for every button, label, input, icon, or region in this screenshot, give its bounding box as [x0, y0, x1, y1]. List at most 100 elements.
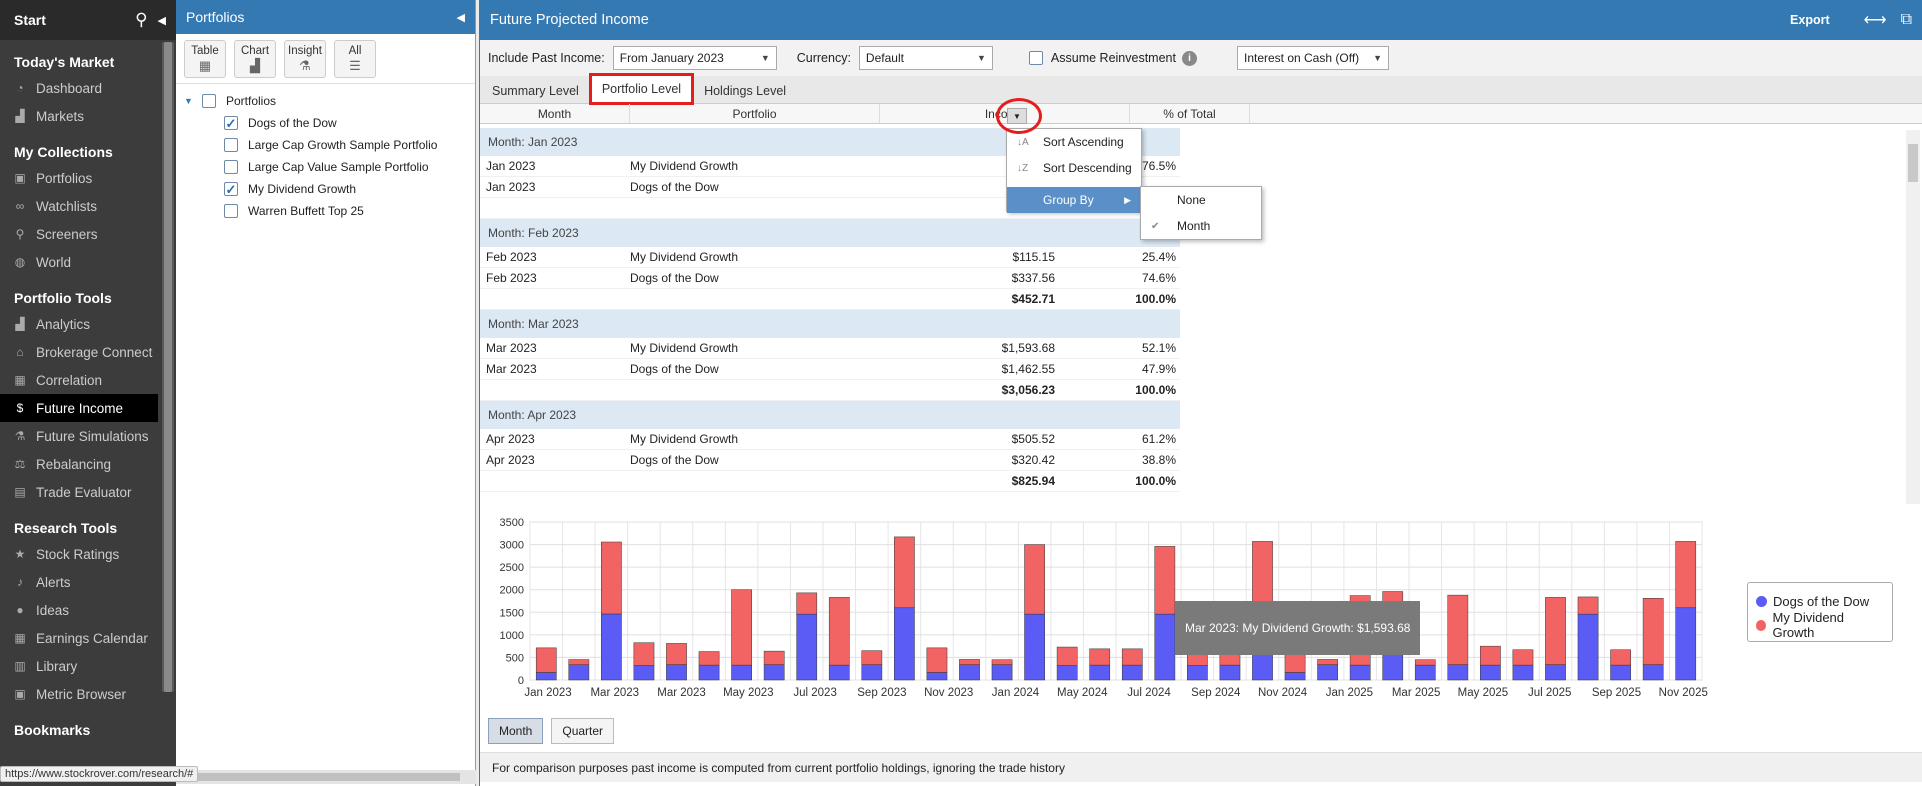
bar-my-dividend-growth[interactable] — [1089, 648, 1111, 666]
export-button[interactable]: Export — [1790, 13, 1830, 27]
group-header[interactable]: Month: Feb 2023 — [480, 219, 1180, 247]
nav-item-markets[interactable]: ▟ Markets — [0, 102, 158, 130]
portfolio-item[interactable]: Large Cap Value Sample Portfolio — [184, 156, 475, 178]
portfolio-horizontal-scrollbar[interactable] — [176, 770, 476, 784]
bar-dogs-of-the-dow[interactable] — [568, 664, 590, 681]
group-header[interactable]: Month: Apr 2023 — [480, 401, 1180, 429]
portfolio-item[interactable]: ✓ My Dividend Growth — [184, 178, 475, 200]
bar-dogs-of-the-dow[interactable] — [698, 664, 720, 681]
bar-dogs-of-the-dow[interactable] — [894, 607, 915, 681]
bar-dogs-of-the-dow[interactable] — [601, 613, 622, 681]
bar-dogs-of-the-dow[interactable] — [763, 664, 785, 681]
bar-my-dividend-growth[interactable] — [698, 651, 720, 666]
collapse-panel-icon[interactable]: ◀ — [456, 11, 465, 24]
bar-my-dividend-growth[interactable] — [991, 659, 1013, 665]
nav-item-analytics[interactable]: ▟ Analytics — [0, 310, 158, 338]
group-by-none-item[interactable]: None — [1141, 187, 1261, 213]
popout-icon[interactable]: ⧉ — [1900, 11, 1912, 28]
nav-item-dashboard[interactable]: ◔ Dashboard — [0, 74, 158, 102]
table-row[interactable]: Feb 2023 Dogs of the Dow $337.56 74.6% — [480, 268, 1180, 289]
bar-my-dividend-growth[interactable] — [633, 642, 655, 666]
nav-item-alerts[interactable]: ♪ Alerts — [0, 568, 158, 596]
sort-ascending-item[interactable]: ↓A Sort Ascending — [1017, 135, 1124, 149]
nav-item-future-income[interactable]: $ Future Income — [0, 394, 158, 422]
bar-dogs-of-the-dow[interactable] — [1675, 607, 1697, 681]
bar-my-dividend-growth[interactable] — [1642, 598, 1664, 665]
bar-my-dividend-growth[interactable] — [763, 650, 785, 665]
view-all-button[interactable]: All ☰ — [334, 40, 376, 78]
bar-dogs-of-the-dow[interactable] — [991, 664, 1013, 681]
bar-my-dividend-growth[interactable] — [666, 643, 687, 665]
root-checkbox[interactable] — [202, 94, 216, 108]
bar-my-dividend-growth[interactable] — [1154, 546, 1176, 615]
view-insight-button[interactable]: Insight ⚗ — [284, 40, 326, 78]
nav-item-screeners[interactable]: ⚲ Screeners — [0, 220, 158, 248]
legend-item[interactable]: My Dividend Growth — [1756, 610, 1884, 640]
tab-summary-level[interactable]: Summary Level — [492, 84, 579, 98]
portfolio-checkbox[interactable]: ✓ — [224, 115, 238, 131]
group-by-item[interactable]: Group By ▶ — [1007, 187, 1141, 213]
nav-item-stock-ratings[interactable]: ★ Stock Ratings — [0, 540, 158, 568]
reinvest-checkbox[interactable] — [1028, 51, 1043, 65]
column-header--of-total[interactable]: % of Total — [1130, 104, 1250, 123]
bar-my-dividend-growth[interactable] — [1545, 597, 1566, 665]
bar-dogs-of-the-dow[interactable] — [1512, 664, 1534, 681]
nav-item-watchlists[interactable]: ∞ Watchlists — [0, 192, 158, 220]
bar-my-dividend-growth[interactable] — [1252, 541, 1273, 609]
collapse-nav-icon[interactable]: ◀ — [157, 14, 166, 27]
portfolio-checkbox[interactable] — [224, 204, 238, 218]
bar-my-dividend-growth[interactable] — [1447, 594, 1469, 665]
bar-dogs-of-the-dow[interactable] — [1642, 664, 1664, 681]
grid-vertical-scrollbar[interactable] — [1906, 130, 1920, 504]
bar-dogs-of-the-dow[interactable] — [959, 664, 980, 681]
bar-my-dividend-growth[interactable] — [828, 597, 850, 666]
bar-dogs-of-the-dow[interactable] — [1349, 664, 1371, 681]
table-row[interactable]: Apr 2023 My Dividend Growth $505.52 61.2% — [480, 429, 1180, 450]
bar-dogs-of-the-dow[interactable] — [731, 664, 752, 681]
bar-my-dividend-growth[interactable] — [959, 659, 980, 665]
nav-title[interactable]: Start — [14, 12, 46, 28]
nav-item-brokerage-connect[interactable]: ⌂ Brokerage Connect — [0, 338, 158, 366]
group-header[interactable]: Month: Mar 2023 — [480, 310, 1180, 338]
bar-dogs-of-the-dow[interactable] — [1317, 664, 1338, 681]
bar-dogs-of-the-dow[interactable] — [1577, 613, 1599, 681]
table-row[interactable]: Apr 2023 Dogs of the Dow $320.42 38.8% — [480, 450, 1180, 471]
table-row[interactable]: Mar 2023 Dogs of the Dow $1,462.55 47.9% — [480, 359, 1180, 380]
bar-dogs-of-the-dow[interactable] — [1121, 664, 1143, 681]
interest-cash-select[interactable]: Interest on Cash (Off) ▼ — [1236, 46, 1389, 70]
bar-dogs-of-the-dow[interactable] — [1187, 665, 1208, 681]
nav-item-rebalancing[interactable]: ⚖ Rebalancing — [0, 450, 158, 478]
bar-dogs-of-the-dow[interactable] — [861, 664, 883, 681]
search-icon[interactable]: ⚲ — [135, 10, 148, 29]
bar-dogs-of-the-dow[interactable] — [1219, 664, 1241, 681]
view-table-button[interactable]: Table ▦ — [184, 40, 226, 78]
bar-dogs-of-the-dow[interactable] — [1154, 613, 1176, 681]
bar-my-dividend-growth[interactable] — [796, 592, 818, 615]
view-chart-button[interactable]: Chart ▟ — [234, 40, 276, 78]
nav-item-ideas[interactable]: ● Ideas — [0, 596, 158, 624]
bar-my-dividend-growth[interactable] — [1610, 649, 1631, 666]
bar-my-dividend-growth[interactable] — [1480, 645, 1501, 666]
expand-arrow-icon[interactable]: ▼ — [184, 96, 193, 106]
nav-item-earnings-calendar[interactable]: ▦ Earnings Calendar — [0, 624, 158, 652]
group-by-month-item[interactable]: ✔ Month — [1141, 213, 1261, 239]
nav-item-portfolios[interactable]: ▣ Portfolios — [0, 164, 158, 192]
bar-my-dividend-growth[interactable] — [1056, 646, 1078, 666]
bar-dogs-of-the-dow[interactable] — [1447, 664, 1469, 681]
nav-item-future-simulations[interactable]: ⚗ Future Simulations — [0, 422, 158, 450]
portfolio-item[interactable]: ✓ Dogs of the Dow — [184, 112, 475, 134]
bar-my-dividend-growth[interactable] — [1121, 648, 1143, 666]
portfolio-item[interactable]: Warren Buffett Top 25 — [184, 200, 475, 222]
tab-portfolio-level[interactable]: Portfolio Level — [588, 73, 695, 105]
bar-dogs-of-the-dow[interactable] — [1545, 664, 1566, 681]
bar-my-dividend-growth[interactable] — [568, 659, 590, 665]
nav-item-library[interactable]: ▥ Library — [0, 652, 158, 680]
sort-descending-item[interactable]: ↓Z Sort Descending — [1017, 161, 1132, 175]
bar-dogs-of-the-dow[interactable] — [1414, 664, 1436, 681]
bar-dogs-of-the-dow[interactable] — [633, 665, 655, 681]
portfolio-checkbox[interactable] — [224, 160, 238, 174]
tree-root[interactable]: ▼ Portfolios — [184, 90, 475, 112]
nav-item-trade-evaluator[interactable]: ▤ Trade Evaluator — [0, 478, 158, 506]
bar-my-dividend-growth[interactable] — [1512, 649, 1534, 666]
nav-item-world[interactable]: ◍ World — [0, 248, 158, 276]
